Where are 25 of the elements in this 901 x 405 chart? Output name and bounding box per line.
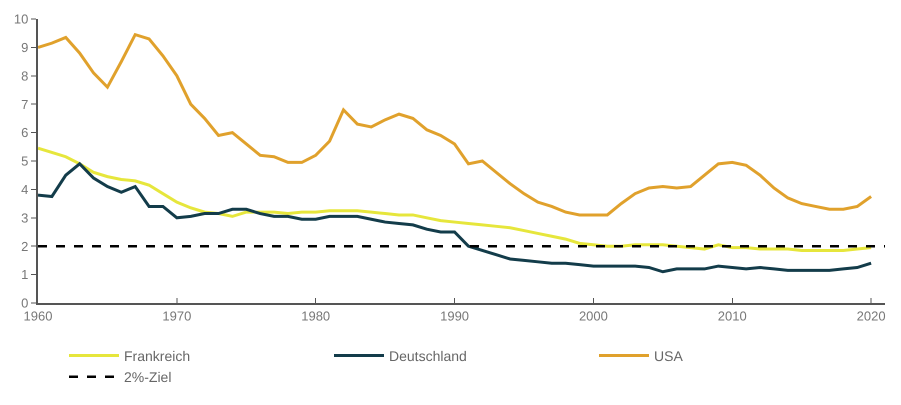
y-tick-label: 6 bbox=[21, 125, 28, 140]
y-tick-label: 8 bbox=[21, 68, 28, 84]
line-series bbox=[38, 146, 873, 252]
legend-label: 2%-Ziel bbox=[124, 369, 172, 386]
line-series bbox=[38, 162, 873, 274]
x-tick-label: 2020 bbox=[856, 308, 886, 324]
x-tick-label: 1960 bbox=[24, 308, 52, 324]
x-tick-label: 2010 bbox=[718, 308, 747, 324]
x-tick-label: 2000 bbox=[578, 308, 608, 324]
x-tick-label: 1990 bbox=[440, 308, 470, 324]
y-tick-label: 4 bbox=[21, 182, 28, 197]
y-tick-label: 10 bbox=[14, 12, 28, 27]
legend-label: Frankreich bbox=[124, 348, 190, 364]
y-tick-label: 2 bbox=[21, 238, 28, 254]
x-tick-label: 1970 bbox=[162, 308, 192, 324]
y-tick-label: 7 bbox=[21, 96, 28, 112]
legend-label: USA bbox=[654, 348, 684, 364]
y-tick-label: 3 bbox=[21, 210, 28, 226]
y-tick-label: 9 bbox=[21, 40, 28, 55]
y-tick-label: 0 bbox=[21, 296, 28, 311]
legend-label: Deutschland bbox=[389, 348, 467, 364]
y-tick-label: 1 bbox=[21, 267, 28, 282]
y-tick-label: 5 bbox=[21, 154, 28, 169]
x-tick-label: 1980 bbox=[301, 308, 330, 324]
line-series bbox=[38, 33, 873, 216]
